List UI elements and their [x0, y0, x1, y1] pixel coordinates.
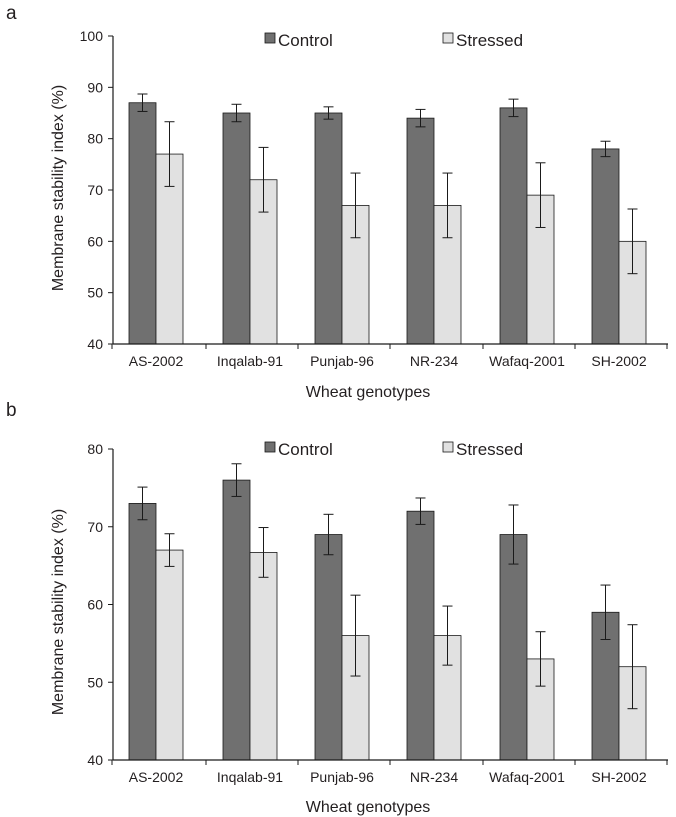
- x-tick-label-b: Inqalab-91: [217, 769, 283, 785]
- y-tick-label-b: 80: [87, 441, 103, 457]
- bar-control-a: [591, 148, 620, 345]
- bar-control-b: [314, 534, 343, 761]
- legend-swatch-stressed-b: [442, 441, 454, 453]
- bar-control-b: [406, 510, 435, 761]
- legend-label-stressed-b: Stressed: [456, 440, 523, 459]
- x-tick-label-b: Punjab-96: [310, 769, 374, 785]
- legend-swatch-control-a: [264, 32, 276, 44]
- bar-control-b: [128, 503, 157, 761]
- y-tick-label-a: 90: [87, 79, 103, 95]
- legend-label-stressed-a: Stressed: [456, 31, 523, 50]
- bar-stressed-b: [249, 552, 278, 761]
- x-tick-label-b: SH-2002: [591, 769, 646, 785]
- legend-swatch-control-b: [264, 441, 276, 453]
- bar-control-a: [128, 102, 157, 345]
- legend-swatch-stressed-a: [442, 32, 454, 44]
- y-axis-title-b: Membrane stability index (%): [50, 509, 67, 715]
- y-axis-title-a: Membrane stability index (%): [50, 85, 67, 291]
- x-axis-title-a: Wheat genotypes: [306, 384, 431, 401]
- y-tick-label-b: 60: [87, 597, 103, 613]
- panel-label-b: b: [6, 400, 17, 421]
- y-tick-label-a: 50: [87, 285, 103, 301]
- bar-stressed-b: [155, 549, 184, 761]
- x-tick-label-a: SH-2002: [591, 353, 646, 369]
- chart-panel-a: a Membrane stability index (%) Wheat gen…: [6, 3, 668, 401]
- x-axis-title-b: Wheat genotypes: [306, 799, 431, 816]
- bar-control-b: [499, 534, 528, 761]
- legend-label-control-a: Control: [278, 31, 333, 50]
- bar-control-a: [314, 112, 343, 345]
- legend-label-control-b: Control: [278, 440, 333, 459]
- x-tick-label-b: NR-234: [410, 769, 458, 785]
- x-tick-label-b: Wafaq-2001: [489, 769, 565, 785]
- y-tick-label-b: 40: [87, 752, 103, 768]
- y-tick-label-a: 100: [80, 28, 104, 44]
- y-tick-label-a: 80: [87, 131, 103, 147]
- y-tick-label-a: 60: [87, 233, 103, 249]
- x-tick-label-a: AS-2002: [129, 353, 184, 369]
- bar-control-a: [499, 107, 528, 345]
- chart-panel-b: b Membrane stability index (%) Wheat gen…: [6, 400, 668, 816]
- panel-label-a: a: [6, 3, 17, 24]
- x-tick-label-a: NR-234: [410, 353, 458, 369]
- bar-control-a: [222, 112, 251, 345]
- x-tick-label-a: Punjab-96: [310, 353, 374, 369]
- y-tick-label-a: 70: [87, 182, 103, 198]
- x-tick-label-b: AS-2002: [129, 769, 184, 785]
- y-tick-label-a: 40: [87, 336, 103, 352]
- bar-control-a: [406, 117, 435, 345]
- y-tick-label-b: 50: [87, 674, 103, 690]
- bar-control-b: [222, 479, 251, 761]
- x-tick-label-a: Inqalab-91: [217, 353, 283, 369]
- y-tick-label-b: 70: [87, 519, 103, 535]
- x-tick-label-a: Wafaq-2001: [489, 353, 565, 369]
